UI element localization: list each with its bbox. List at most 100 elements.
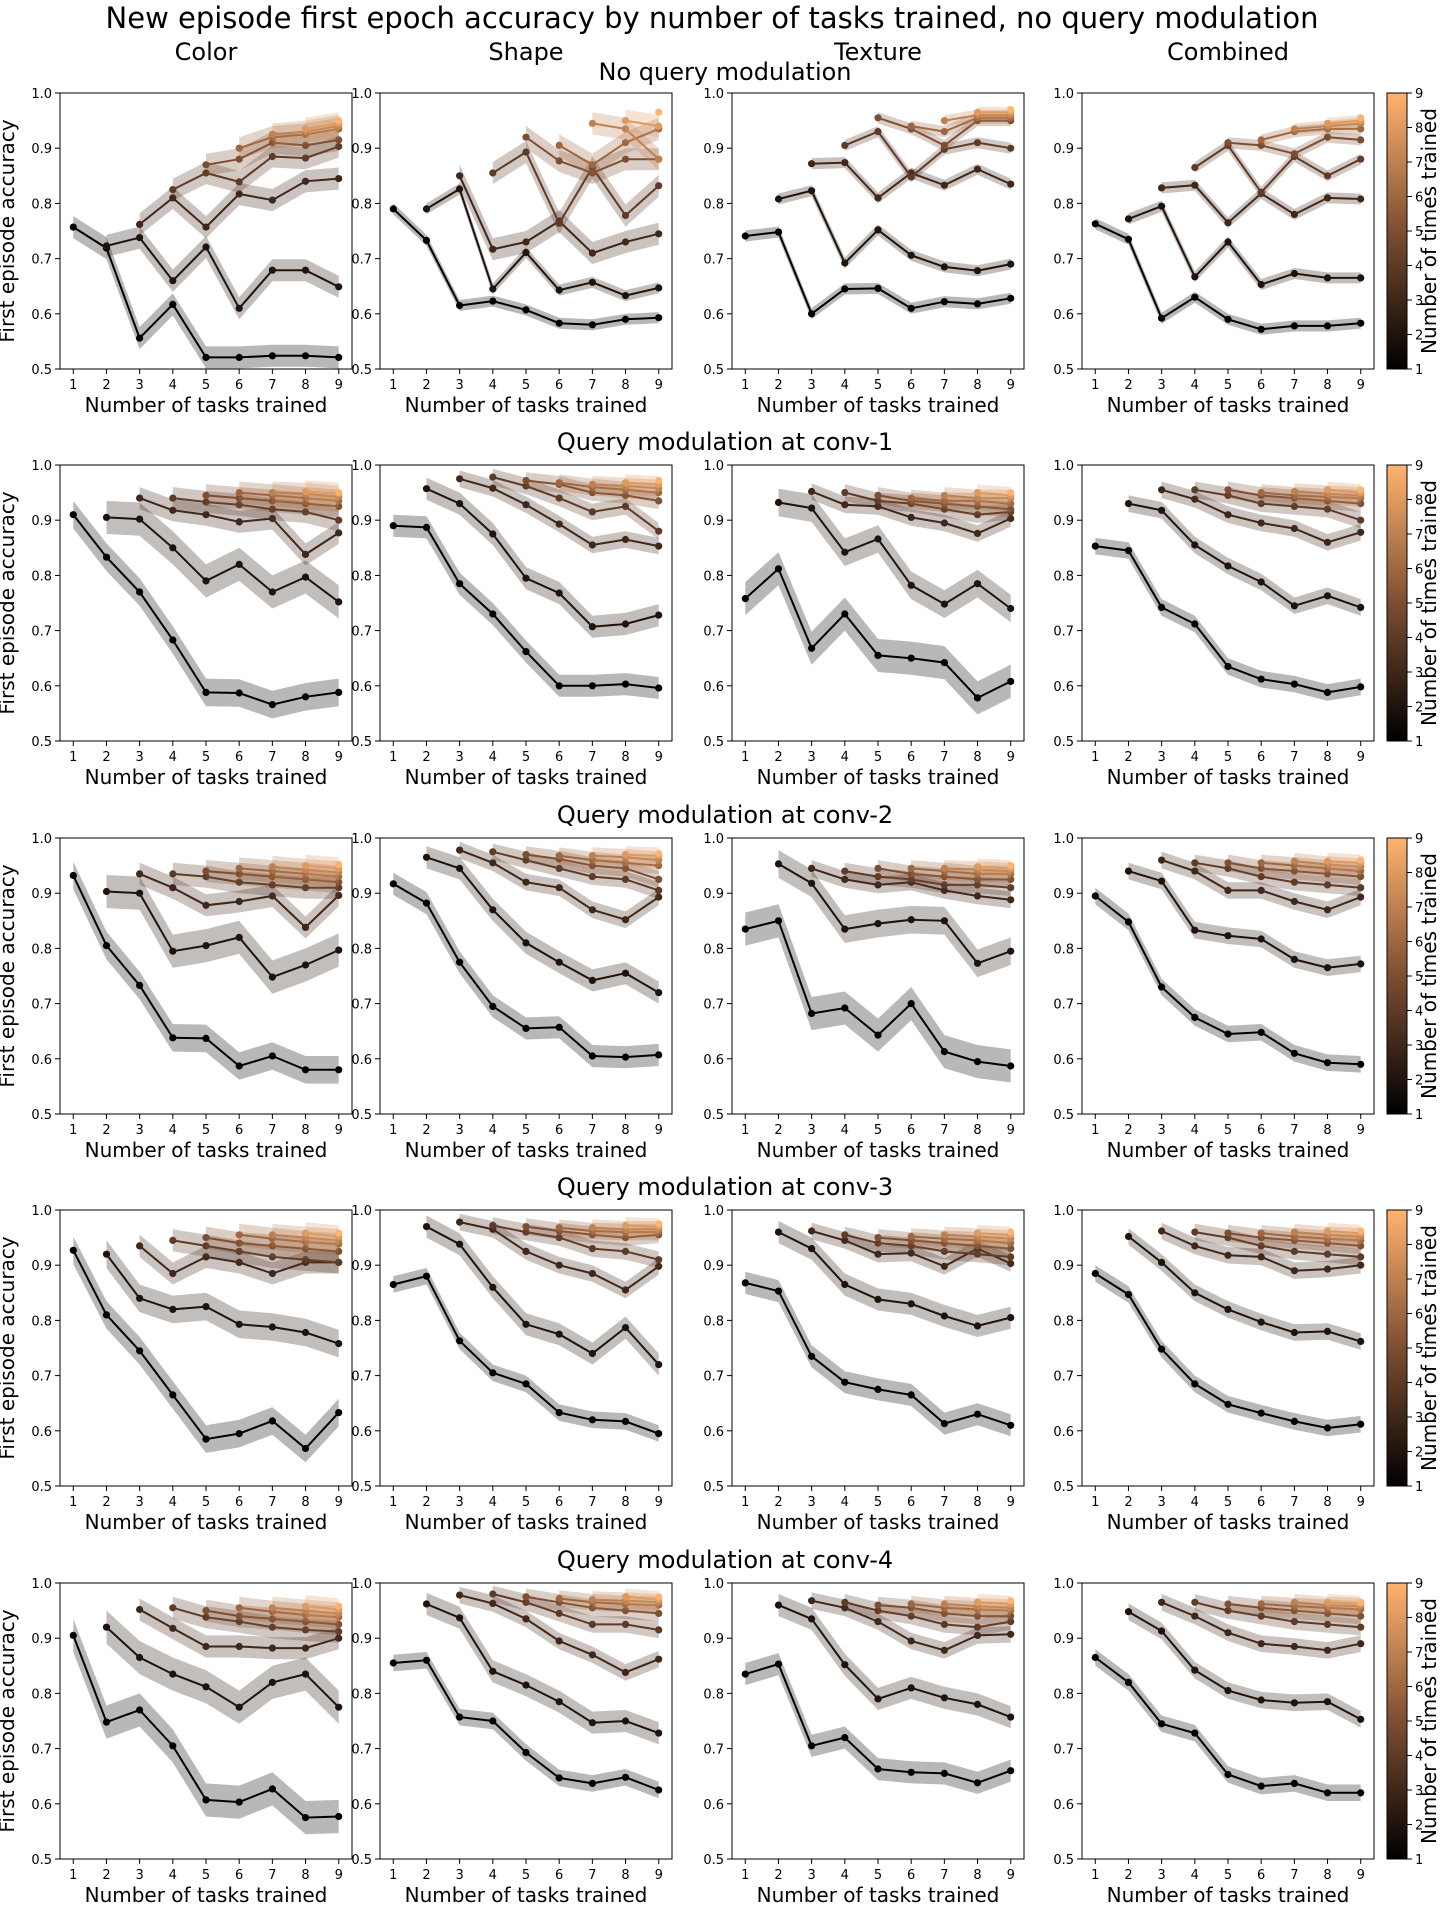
data-point xyxy=(973,139,982,147)
axes-frame xyxy=(59,92,353,370)
y-tick-label: 1.0 xyxy=(351,1577,372,1592)
data-point xyxy=(874,864,882,873)
data-point xyxy=(235,1798,243,1806)
y-tick-label: 0.9 xyxy=(351,1259,372,1274)
series xyxy=(136,862,343,939)
data-point xyxy=(335,136,343,144)
data-point xyxy=(1191,620,1199,628)
x-tick-label: 7 xyxy=(940,750,948,765)
colorbar-label: Number of times trained xyxy=(1417,853,1441,1099)
series-line xyxy=(844,1233,1011,1258)
data-point xyxy=(522,1748,530,1757)
y-tick-label: 0.9 xyxy=(703,887,724,902)
data-point xyxy=(555,494,563,502)
data-point xyxy=(1007,1713,1015,1721)
data-point xyxy=(202,498,210,506)
series xyxy=(1091,537,1365,701)
data-point xyxy=(456,1337,464,1345)
data-point xyxy=(555,319,563,327)
x-tick-label: 5 xyxy=(522,750,530,765)
data-point xyxy=(1191,859,1199,867)
data-point xyxy=(489,1002,497,1011)
series xyxy=(655,1593,663,1601)
series xyxy=(489,468,663,540)
series-line xyxy=(844,1601,1011,1629)
data-point xyxy=(202,491,210,499)
data-point xyxy=(874,1295,882,1303)
data-point xyxy=(1124,1290,1133,1299)
series xyxy=(1124,495,1365,616)
data-point xyxy=(1357,1598,1365,1606)
data-point xyxy=(301,1256,310,1264)
y-tick-label: 0.6 xyxy=(1053,1425,1074,1440)
y-tick-label: 0.8 xyxy=(351,1314,372,1329)
data-point xyxy=(69,871,77,880)
data-point xyxy=(555,1637,563,1645)
data-point xyxy=(655,476,663,485)
data-point xyxy=(1224,486,1232,494)
data-point xyxy=(489,297,497,305)
data-point xyxy=(335,1258,343,1266)
data-point xyxy=(940,263,949,271)
data-point xyxy=(235,190,243,198)
x-tick-label: 6 xyxy=(555,1495,563,1510)
data-point xyxy=(1124,1608,1133,1616)
ci-band xyxy=(844,126,1011,183)
data-point xyxy=(1158,202,1166,210)
data-point xyxy=(1158,184,1166,192)
colorbar-tick-label: 4 xyxy=(1415,1750,1423,1765)
series-line xyxy=(1194,488,1362,522)
series xyxy=(555,117,663,176)
colorbar-tick-label: 9 xyxy=(1415,87,1423,102)
series xyxy=(1323,852,1365,872)
data-point xyxy=(1124,1678,1133,1686)
data-point xyxy=(621,1717,630,1725)
x-tick-label: 8 xyxy=(621,378,629,393)
y-tick-label: 0.9 xyxy=(1053,1632,1074,1647)
x-tick-label: 3 xyxy=(1157,1495,1165,1510)
series xyxy=(1091,1649,1365,1801)
y-tick-label: 0.8 xyxy=(1053,197,1074,212)
ci-band xyxy=(426,1592,659,1745)
data-point xyxy=(202,1613,210,1621)
data-point xyxy=(973,1322,982,1330)
x-tick-label: 1 xyxy=(69,750,77,765)
series xyxy=(1257,123,1365,146)
data-point xyxy=(940,881,949,889)
data-point xyxy=(741,925,749,933)
x-tick-label: 9 xyxy=(1007,1495,1015,1510)
data-point xyxy=(774,1660,783,1668)
data-point xyxy=(268,881,276,889)
data-point xyxy=(335,117,343,125)
x-axis-label: Number of tasks trained xyxy=(757,1138,1000,1162)
series-line xyxy=(1194,1231,1361,1258)
data-point xyxy=(1357,960,1365,968)
colorbar-tick-label: 6 xyxy=(1415,1681,1423,1696)
series xyxy=(774,1221,1015,1337)
y-tick-label: 0.5 xyxy=(31,1108,52,1123)
y-tick-label: 0.8 xyxy=(351,942,372,957)
data-point xyxy=(489,1667,497,1675)
y-tick-label: 0.8 xyxy=(31,942,52,957)
series-line xyxy=(305,864,339,870)
ci-band xyxy=(778,1221,1011,1337)
colorbar-tick-label: 8 xyxy=(1415,1612,1423,1627)
data-point xyxy=(1257,519,1265,527)
data-point xyxy=(588,873,597,881)
data-point xyxy=(1290,878,1298,886)
data-point xyxy=(1224,1229,1232,1237)
data-point xyxy=(522,148,530,156)
series xyxy=(301,1222,343,1248)
data-point xyxy=(655,1220,663,1228)
data-point xyxy=(1007,862,1015,870)
data-point xyxy=(522,306,530,314)
data-point xyxy=(655,182,663,190)
data-point xyxy=(841,867,849,875)
x-tick-label: 5 xyxy=(874,378,882,393)
series-line xyxy=(426,487,659,628)
data-point xyxy=(235,1430,243,1438)
y-tick-label: 1.0 xyxy=(1053,1577,1074,1592)
data-point xyxy=(588,1596,597,1604)
data-point xyxy=(268,1417,276,1425)
x-tick-label: 2 xyxy=(774,750,782,765)
